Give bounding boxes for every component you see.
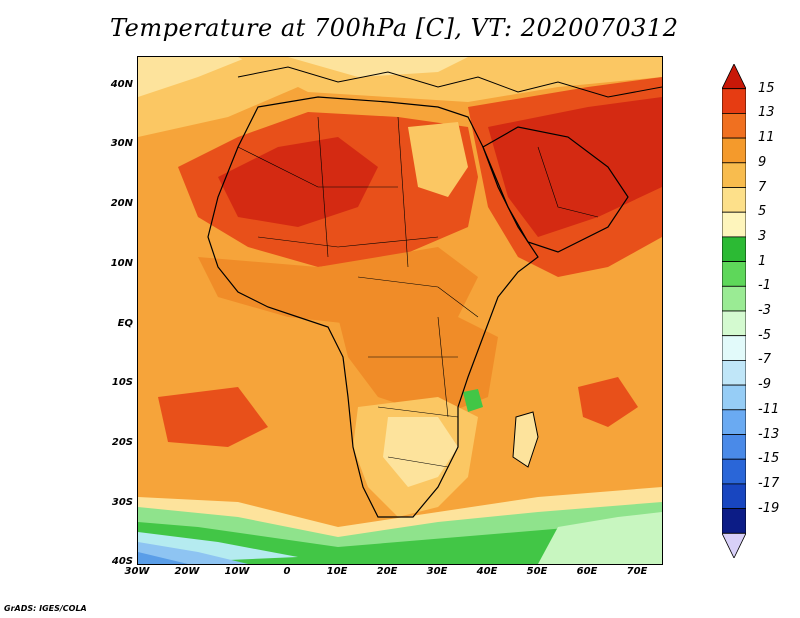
colorbar-label: -15 xyxy=(758,451,780,467)
central-africa-zone xyxy=(338,307,498,417)
arabia-coastline xyxy=(482,126,629,253)
lon-label-10w: 10W xyxy=(224,566,250,577)
colorbar-swatch xyxy=(722,359,746,386)
colorbar-swatch xyxy=(722,458,746,485)
lat-label-10s: 10S xyxy=(111,377,133,388)
map-canvas xyxy=(138,57,662,564)
colorbar-swatch xyxy=(722,409,746,435)
colorbar-label: -5 xyxy=(758,327,771,343)
lat-label-10n: 10N xyxy=(110,258,133,269)
temperature-map xyxy=(137,56,663,565)
colorbar-label: -3 xyxy=(758,303,771,318)
lon-label-70e: 70E xyxy=(626,566,648,577)
grads-credit: GrADS: IGES/COLA xyxy=(4,604,87,613)
map-title: Temperature at 700hPa [C], VT: 202007031… xyxy=(110,14,679,42)
southeast-pale-green xyxy=(538,512,662,564)
colorbar-label: -19 xyxy=(758,500,780,516)
colorbar-label: 7 xyxy=(758,179,767,195)
indian-ocean-hot-patch xyxy=(578,377,638,427)
colorbar-label: 13 xyxy=(758,105,775,121)
colorbar-label: -1 xyxy=(758,278,771,294)
lon-label-50e: 50E xyxy=(526,566,548,577)
southern-blue-band xyxy=(138,542,248,564)
colorbar-label: 3 xyxy=(758,228,767,244)
southern-plateau xyxy=(383,417,458,487)
lon-label-10e: 10E xyxy=(326,566,348,577)
colorbar-swatch xyxy=(722,483,746,509)
lat-label-40s: 40S xyxy=(111,556,133,567)
lon-label-30e: 30E xyxy=(426,566,448,577)
madagascar xyxy=(513,412,538,467)
colorbar-swatch xyxy=(722,508,746,534)
lat-label-eq: EQ xyxy=(117,318,133,329)
colorbar-label: 5 xyxy=(758,204,767,220)
colorbar-swatch xyxy=(722,236,746,262)
lon-label-0: 0 xyxy=(283,566,291,577)
colorbar-swatch xyxy=(722,211,746,238)
colorbar-swatch xyxy=(722,384,746,411)
colorbar-label: -9 xyxy=(758,377,771,393)
lon-label-20w: 20W xyxy=(174,566,200,577)
colorbar-swatch xyxy=(722,285,746,312)
egypt-zone xyxy=(408,122,468,197)
colorbar-label: -13 xyxy=(758,426,780,442)
lon-label-30w: 30W xyxy=(124,566,150,577)
colorbar-swatch xyxy=(722,88,746,114)
colorbar-swatch xyxy=(722,137,746,164)
south-atlantic-hot-patch xyxy=(158,387,268,447)
colorbar-label: 15 xyxy=(758,80,775,96)
lat-label-30n: 30N xyxy=(110,138,133,149)
sahara-core xyxy=(218,137,378,227)
lat-label-20s: 20S xyxy=(111,437,133,448)
colorbar-swatch xyxy=(722,532,746,558)
colorbar xyxy=(722,64,746,558)
lat-label-40n: 40N xyxy=(110,79,133,90)
colorbar-swatch xyxy=(722,310,746,337)
lon-label-40e: 40E xyxy=(476,566,498,577)
country-borders xyxy=(237,116,599,468)
southern-deep-blue xyxy=(138,552,188,564)
colorbar-label: 11 xyxy=(758,130,775,146)
lon-label-20e: 20E xyxy=(376,566,398,577)
colorbar-swatch xyxy=(722,162,746,188)
arabia-core xyxy=(488,97,662,237)
north-atlantic-pale xyxy=(138,57,248,97)
colorbar-swatch xyxy=(722,64,746,90)
colorbar-label: 9 xyxy=(758,154,767,170)
malawi-green-patch xyxy=(463,389,483,412)
colorbar-swatch xyxy=(722,187,746,213)
lat-label-20n: 20N xyxy=(110,198,133,209)
colorbar-swatch xyxy=(722,261,746,287)
colorbar-label: -11 xyxy=(758,401,780,417)
colorbar-swatch xyxy=(722,335,746,361)
colorbar-swatch xyxy=(722,113,746,139)
colorbar-label: -7 xyxy=(758,352,771,368)
lat-label-30s: 30S xyxy=(111,497,133,508)
colorbar-label: 1 xyxy=(758,253,767,269)
colorbar-label: -17 xyxy=(758,475,780,491)
lon-label-60e: 60E xyxy=(576,566,598,577)
colorbar-swatch xyxy=(722,434,746,460)
madagascar-coastline xyxy=(512,411,539,468)
europe-coastline xyxy=(237,66,662,98)
europe-pale-zone xyxy=(288,57,468,77)
